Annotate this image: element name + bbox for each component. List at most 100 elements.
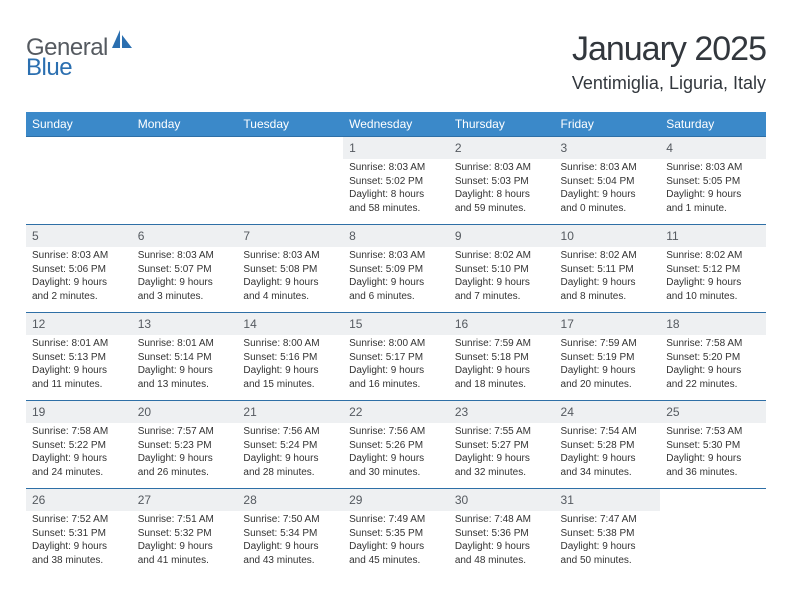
- day-dl2: and 48 minutes.: [455, 554, 549, 568]
- day-cell: 16Sunrise: 7:59 AMSunset: 5:18 PMDayligh…: [449, 313, 555, 401]
- day-sunrise: Sunrise: 7:50 AM: [243, 513, 337, 527]
- day-sunrise: Sunrise: 7:57 AM: [138, 425, 232, 439]
- day-number: 16: [449, 313, 555, 335]
- day-dl2: and 4 minutes.: [243, 290, 337, 304]
- day-info: Sunrise: 7:51 AMSunset: 5:32 PMDaylight:…: [132, 511, 238, 571]
- day-sunset: Sunset: 5:19 PM: [561, 351, 655, 365]
- day-dl1: Daylight: 9 hours: [666, 364, 760, 378]
- day-cell: 7Sunrise: 8:03 AMSunset: 5:08 PMDaylight…: [237, 225, 343, 313]
- day-sunrise: Sunrise: 7:56 AM: [349, 425, 443, 439]
- day-info: Sunrise: 7:48 AMSunset: 5:36 PMDaylight:…: [449, 511, 555, 571]
- day-cell: [132, 137, 238, 225]
- title-block: January 2025 Ventimiglia, Liguria, Italy: [572, 30, 766, 94]
- day-info: Sunrise: 8:01 AMSunset: 5:14 PMDaylight:…: [132, 335, 238, 395]
- day-header-monday: Monday: [132, 112, 238, 137]
- day-number: 2: [449, 137, 555, 159]
- day-sunset: Sunset: 5:03 PM: [455, 175, 549, 189]
- day-sunset: Sunset: 5:26 PM: [349, 439, 443, 453]
- day-dl2: and 30 minutes.: [349, 466, 443, 480]
- day-info: Sunrise: 7:58 AMSunset: 5:20 PMDaylight:…: [660, 335, 766, 395]
- week-row: 1Sunrise: 8:03 AMSunset: 5:02 PMDaylight…: [26, 137, 766, 225]
- day-dl2: and 59 minutes.: [455, 202, 549, 216]
- day-dl2: and 7 minutes.: [455, 290, 549, 304]
- day-dl2: and 6 minutes.: [349, 290, 443, 304]
- day-cell: 22Sunrise: 7:56 AMSunset: 5:26 PMDayligh…: [343, 401, 449, 489]
- day-sunrise: Sunrise: 7:55 AM: [455, 425, 549, 439]
- day-number: 10: [555, 225, 661, 247]
- day-dl1: Daylight: 9 hours: [138, 364, 232, 378]
- day-dl1: Daylight: 9 hours: [138, 540, 232, 554]
- day-number: 27: [132, 489, 238, 511]
- day-info: Sunrise: 7:49 AMSunset: 5:35 PMDaylight:…: [343, 511, 449, 571]
- day-sunset: Sunset: 5:11 PM: [561, 263, 655, 277]
- day-sunrise: Sunrise: 7:48 AM: [455, 513, 549, 527]
- day-dl1: Daylight: 9 hours: [243, 364, 337, 378]
- day-sunset: Sunset: 5:10 PM: [455, 263, 549, 277]
- day-dl2: and 36 minutes.: [666, 466, 760, 480]
- day-number: 31: [555, 489, 661, 511]
- day-sunrise: Sunrise: 7:51 AM: [138, 513, 232, 527]
- day-cell: 8Sunrise: 8:03 AMSunset: 5:09 PMDaylight…: [343, 225, 449, 313]
- day-dl2: and 1 minute.: [666, 202, 760, 216]
- day-cell: 6Sunrise: 8:03 AMSunset: 5:07 PMDaylight…: [132, 225, 238, 313]
- day-cell: 31Sunrise: 7:47 AMSunset: 5:38 PMDayligh…: [555, 489, 661, 577]
- day-dl2: and 0 minutes.: [561, 202, 655, 216]
- day-dl2: and 8 minutes.: [561, 290, 655, 304]
- day-sunset: Sunset: 5:05 PM: [666, 175, 760, 189]
- day-number: 4: [660, 137, 766, 159]
- day-number: 18: [660, 313, 766, 335]
- day-sunset: Sunset: 5:02 PM: [349, 175, 443, 189]
- day-dl1: Daylight: 9 hours: [455, 364, 549, 378]
- day-dl2: and 22 minutes.: [666, 378, 760, 392]
- day-number: 22: [343, 401, 449, 423]
- day-sunrise: Sunrise: 7:56 AM: [243, 425, 337, 439]
- day-sunset: Sunset: 5:36 PM: [455, 527, 549, 541]
- day-number: 23: [449, 401, 555, 423]
- day-sunset: Sunset: 5:08 PM: [243, 263, 337, 277]
- day-dl2: and 11 minutes.: [32, 378, 126, 392]
- day-dl1: Daylight: 9 hours: [32, 540, 126, 554]
- day-dl1: Daylight: 9 hours: [561, 276, 655, 290]
- day-sunset: Sunset: 5:31 PM: [32, 527, 126, 541]
- day-header-saturday: Saturday: [660, 112, 766, 137]
- day-sunrise: Sunrise: 8:03 AM: [561, 161, 655, 175]
- day-sunrise: Sunrise: 7:58 AM: [666, 337, 760, 351]
- day-sunset: Sunset: 5:35 PM: [349, 527, 443, 541]
- day-dl1: Daylight: 9 hours: [455, 276, 549, 290]
- day-cell: 17Sunrise: 7:59 AMSunset: 5:19 PMDayligh…: [555, 313, 661, 401]
- day-cell: 19Sunrise: 7:58 AMSunset: 5:22 PMDayligh…: [26, 401, 132, 489]
- day-cell: 1Sunrise: 8:03 AMSunset: 5:02 PMDaylight…: [343, 137, 449, 225]
- day-dl2: and 2 minutes.: [32, 290, 126, 304]
- day-number: 5: [26, 225, 132, 247]
- day-sunset: Sunset: 5:24 PM: [243, 439, 337, 453]
- day-info: Sunrise: 8:03 AMSunset: 5:08 PMDaylight:…: [237, 247, 343, 307]
- day-number: 14: [237, 313, 343, 335]
- day-sunrise: Sunrise: 8:02 AM: [455, 249, 549, 263]
- day-dl2: and 50 minutes.: [561, 554, 655, 568]
- day-dl1: Daylight: 9 hours: [561, 188, 655, 202]
- day-cell: 27Sunrise: 7:51 AMSunset: 5:32 PMDayligh…: [132, 489, 238, 577]
- day-number: 7: [237, 225, 343, 247]
- day-info: Sunrise: 7:53 AMSunset: 5:30 PMDaylight:…: [660, 423, 766, 483]
- logo-sail-icon: [112, 30, 134, 53]
- day-dl1: Daylight: 8 hours: [455, 188, 549, 202]
- day-header-tuesday: Tuesday: [237, 112, 343, 137]
- day-info: Sunrise: 8:03 AMSunset: 5:04 PMDaylight:…: [555, 159, 661, 219]
- day-cell: [237, 137, 343, 225]
- day-sunrise: Sunrise: 8:01 AM: [138, 337, 232, 351]
- day-sunrise: Sunrise: 8:02 AM: [561, 249, 655, 263]
- location: Ventimiglia, Liguria, Italy: [572, 73, 766, 94]
- day-sunrise: Sunrise: 7:52 AM: [32, 513, 126, 527]
- day-sunset: Sunset: 5:22 PM: [32, 439, 126, 453]
- day-cell: 25Sunrise: 7:53 AMSunset: 5:30 PMDayligh…: [660, 401, 766, 489]
- day-dl2: and 45 minutes.: [349, 554, 443, 568]
- day-info: Sunrise: 7:52 AMSunset: 5:31 PMDaylight:…: [26, 511, 132, 571]
- day-dl1: Daylight: 9 hours: [561, 540, 655, 554]
- day-sunrise: Sunrise: 7:53 AM: [666, 425, 760, 439]
- day-dl2: and 15 minutes.: [243, 378, 337, 392]
- day-info: Sunrise: 8:03 AMSunset: 5:09 PMDaylight:…: [343, 247, 449, 307]
- day-cell: 29Sunrise: 7:49 AMSunset: 5:35 PMDayligh…: [343, 489, 449, 577]
- day-dl1: Daylight: 9 hours: [349, 276, 443, 290]
- day-dl1: Daylight: 9 hours: [455, 540, 549, 554]
- day-number: 11: [660, 225, 766, 247]
